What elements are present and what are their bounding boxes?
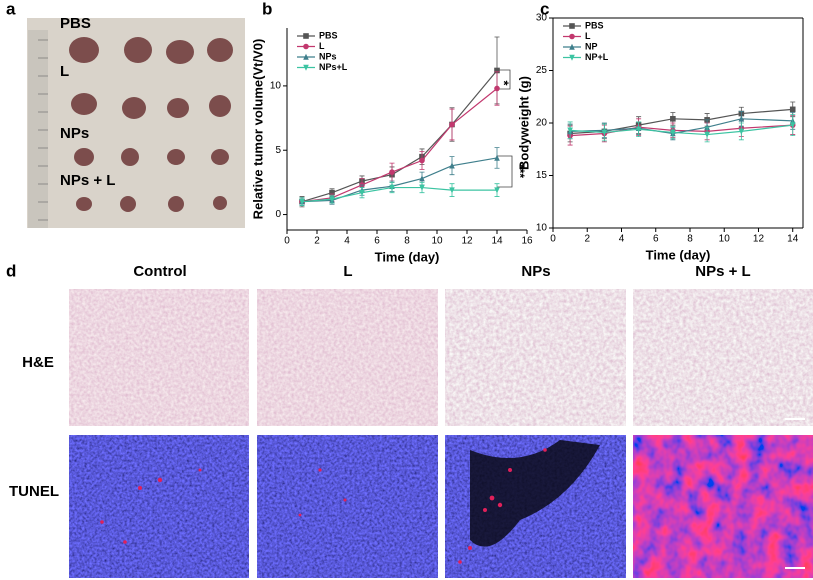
marker <box>738 115 745 122</box>
marker <box>789 106 796 113</box>
y-tick-label: 25 <box>536 65 548 76</box>
marker <box>389 184 395 191</box>
x-tick-label: 0 <box>284 236 290 247</box>
x-tick-label: 2 <box>314 236 320 247</box>
marker <box>359 189 365 196</box>
legend-label: NPs+L <box>319 62 348 72</box>
y-tick-label: 10 <box>536 223 548 234</box>
x-tick-label: 8 <box>687 234 693 245</box>
marker <box>494 85 500 92</box>
x-tick-label: 16 <box>521 236 533 247</box>
legend-marker <box>303 64 309 71</box>
marker <box>449 162 455 169</box>
marker <box>494 187 500 194</box>
x-axis-label: Time (day) <box>375 249 440 264</box>
legend-label: PBS <box>319 30 338 40</box>
x-tick-label: 10 <box>719 234 731 245</box>
legend-marker <box>569 54 575 61</box>
x-tick-label: 8 <box>404 236 410 247</box>
marker <box>670 129 676 136</box>
legend-label: NP+L <box>585 52 609 62</box>
y-axis-label: Bodyweight (g) <box>516 76 531 170</box>
x-tick-label: 6 <box>653 234 659 245</box>
row-label: H&E <box>22 354 54 371</box>
group-label: PBS <box>60 15 91 32</box>
column-label: L <box>343 263 352 280</box>
x-tick-label: 10 <box>431 236 443 247</box>
legend-marker <box>569 33 575 40</box>
group-label: NPs + L <box>60 172 115 189</box>
legend-label: L <box>319 41 325 51</box>
marker <box>419 157 425 164</box>
x-tick-label: 12 <box>753 234 765 245</box>
marker <box>670 116 676 122</box>
legend-label: PBS <box>585 20 604 30</box>
annotation: *** <box>513 164 527 178</box>
marker <box>738 128 745 135</box>
marker <box>635 126 642 133</box>
marker <box>419 175 425 182</box>
tumor-photo <box>27 18 245 228</box>
legend-marker <box>303 53 309 60</box>
legend-label: NPs <box>319 51 337 61</box>
marker <box>704 131 710 138</box>
marker <box>449 187 455 194</box>
marker <box>329 196 335 203</box>
x-tick-label: 4 <box>344 236 350 247</box>
column-label: NPs <box>521 263 550 280</box>
y-tick-label: 0 <box>275 209 281 220</box>
x-axis-label: Time (day) <box>646 247 711 262</box>
marker <box>419 184 425 191</box>
panel-label: b <box>262 0 272 18</box>
marker <box>389 169 395 175</box>
x-tick-label: 14 <box>491 236 503 247</box>
y-tick-label: 20 <box>536 118 548 129</box>
column-label: NPs + L <box>695 263 750 280</box>
marker <box>567 127 573 134</box>
group-label: NPs <box>60 125 89 142</box>
x-tick-label: 4 <box>619 234 625 245</box>
marker <box>789 122 796 129</box>
panel-label: d <box>6 261 16 280</box>
group-label: L <box>60 63 69 80</box>
legend-label: L <box>585 31 591 41</box>
x-tick-label: 6 <box>374 236 380 247</box>
x-tick-label: 2 <box>584 234 590 245</box>
y-tick-label: 30 <box>536 13 548 24</box>
legend-label: NP <box>585 41 598 51</box>
marker <box>329 189 335 196</box>
column-label: Control <box>133 263 186 280</box>
legend-marker <box>303 43 309 50</box>
y-tick-label: 5 <box>275 145 281 156</box>
annotation: * <box>497 80 512 86</box>
x-tick-label: 12 <box>461 236 473 247</box>
marker <box>601 129 608 136</box>
marker <box>494 154 500 161</box>
y-axis-label: Relative tumor volume(Vt/V0) <box>250 39 265 220</box>
marker <box>449 121 455 128</box>
histology-images <box>69 289 813 578</box>
y-tick-label: 15 <box>536 170 548 181</box>
row-label: TUNEL <box>9 483 59 500</box>
x-tick-label: 14 <box>787 234 799 245</box>
legend-marker <box>303 33 309 39</box>
series-line <box>301 70 498 203</box>
panel-label: a <box>6 0 16 18</box>
panel-label: c <box>540 0 549 18</box>
legend-marker <box>569 23 575 29</box>
marker <box>494 67 500 74</box>
marker <box>299 198 305 205</box>
legend-marker <box>569 43 575 50</box>
significance-bracket <box>497 69 513 188</box>
y-tick-label: 10 <box>270 81 282 92</box>
x-tick-label: 0 <box>550 234 556 245</box>
